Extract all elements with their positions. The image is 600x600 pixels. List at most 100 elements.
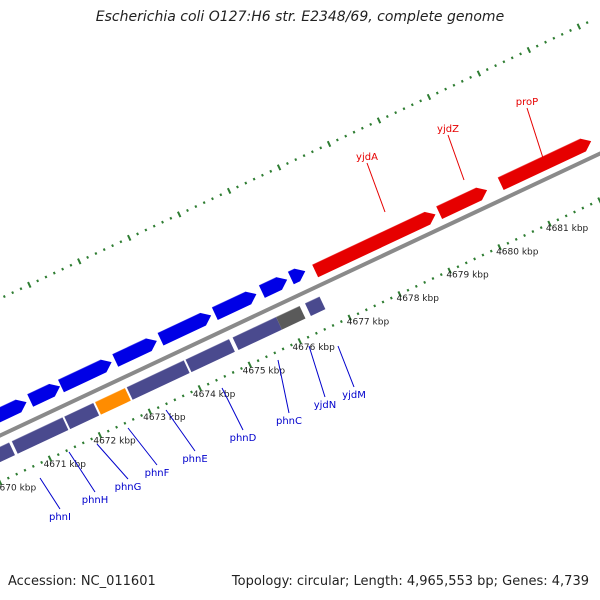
outer-ruler-tick — [444, 87, 448, 91]
label-leader-line — [366, 162, 386, 213]
inner-ruler-tick — [247, 361, 252, 368]
inner-ruler-tick — [147, 408, 153, 415]
ruler-label: 4671 kbp — [44, 460, 87, 470]
reverse-gene — [126, 360, 190, 400]
outer-ruler-tick — [144, 228, 148, 232]
forward-gene — [287, 268, 306, 285]
inner-ruler-tick — [389, 296, 393, 300]
inner-ruler-tick — [140, 413, 143, 417]
gene-label-phnf: phnF — [145, 468, 170, 479]
outer-ruler-tick — [127, 234, 132, 241]
outer-ruler-tick — [111, 244, 114, 248]
inner-ruler-tick — [190, 390, 193, 394]
inner-ruler-tick — [15, 472, 19, 476]
outer-ruler-tick — [419, 99, 423, 103]
inner-ruler-tick — [256, 359, 260, 363]
reverse-gene-highlight — [304, 296, 320, 304]
inner-ruler-tick — [223, 374, 227, 378]
red-gene — [312, 211, 436, 278]
inner-ruler-tick — [56, 453, 60, 457]
forward-gene-highlight — [287, 268, 295, 273]
label-leader-line — [337, 345, 355, 388]
inner-ruler-tick — [81, 441, 85, 445]
label-leader-line — [165, 409, 196, 452]
outer-ruler-tick — [244, 181, 248, 185]
outer-ruler-tick — [494, 64, 497, 68]
forward-gene-highlight — [26, 383, 50, 395]
inner-ruler-tick — [206, 382, 210, 386]
label-leader-line — [447, 134, 465, 181]
inner-ruler-tick — [65, 449, 69, 453]
gene-label-phnd: phnD — [230, 433, 257, 444]
outer-ruler-tick — [261, 173, 264, 177]
red-gene — [497, 138, 592, 191]
red-gene-highlight — [435, 187, 477, 207]
outer-ruler-tick — [94, 251, 98, 256]
inner-ruler-tick — [423, 280, 427, 284]
forward-gene — [258, 277, 288, 298]
inner-ruler-tick — [473, 257, 477, 261]
inner-ruler-tick — [414, 284, 418, 288]
gene-label-phng: phnG — [115, 482, 142, 493]
outer-ruler-tick — [344, 134, 348, 138]
outer-ruler-tick — [61, 267, 65, 271]
inner-ruler-tick — [381, 300, 385, 304]
gene-label-yjdz: yjdZ — [437, 124, 459, 135]
outer-ruler-tick — [526, 46, 532, 54]
inner-ruler-tick — [47, 455, 53, 462]
label-leader-line — [68, 451, 96, 493]
inner-ruler-tick — [115, 425, 118, 429]
gene-label-phnh: phnH — [82, 495, 109, 506]
inner-ruler-tick — [314, 331, 318, 335]
inner-ruler-tick — [215, 378, 218, 382]
inner-ruler-tick — [306, 335, 310, 339]
forward-gene — [57, 359, 112, 393]
outer-ruler-tick — [476, 70, 482, 77]
inner-ruler-tick — [523, 233, 526, 237]
backbone-line — [0, 151, 600, 438]
map-title: Escherichia coli O127:H6 str. E2348/69, … — [95, 9, 505, 25]
outer-ruler-tick — [576, 23, 582, 30]
outer-ruler-tick — [335, 138, 339, 142]
inner-ruler-tick — [131, 417, 135, 421]
outer-ruler-tick — [569, 28, 572, 32]
outer-ruler-tick — [86, 255, 90, 259]
red-gene-highlight — [311, 211, 425, 266]
outer-ruler-tick — [435, 91, 439, 95]
outer-ruler-tick — [36, 279, 40, 283]
label-leader-line — [127, 427, 158, 466]
reverse-gene-highlight — [11, 416, 63, 442]
inner-ruler-tick — [547, 220, 552, 227]
outer-ruler-tick — [294, 158, 298, 162]
outer-ruler-tick — [2, 295, 6, 299]
outer-ruler-tick — [186, 208, 189, 212]
outer-ruler-tick — [560, 32, 564, 36]
highlighted-gene — [94, 387, 131, 415]
outer-ruler-tick — [27, 281, 32, 288]
inner-ruler-tick — [564, 214, 568, 218]
reverse-gene-highlight — [232, 316, 277, 338]
forward-gene-highlight — [258, 276, 277, 286]
inner-ruler-tick — [397, 291, 402, 298]
inner-ruler-tick — [6, 476, 10, 480]
outer-ruler-tick — [510, 56, 514, 60]
inner-ruler-tick — [497, 244, 502, 251]
outer-ruler-tick — [152, 224, 156, 228]
red-gene-highlight — [497, 138, 581, 178]
inner-ruler-tick — [231, 370, 235, 374]
outer-ruler-tick — [69, 263, 73, 267]
inner-ruler-tick — [123, 421, 127, 425]
reverse-gene — [11, 417, 69, 454]
outer-ruler-tick — [519, 52, 522, 56]
label-leader-line — [308, 345, 326, 398]
inner-ruler-tick — [447, 267, 452, 274]
inner-ruler-tick — [273, 351, 277, 355]
gene-label-yjdn: yjdN — [314, 400, 337, 411]
gene-label-phne: phnE — [182, 454, 207, 465]
inner-ruler-tick — [589, 202, 593, 206]
outer-ruler-tick — [402, 107, 406, 111]
inner-ruler-tick — [40, 460, 44, 464]
inner-ruler-tick — [573, 210, 576, 214]
ruler-label: 4678 kbp — [397, 294, 440, 304]
inner-ruler-tick — [556, 218, 560, 222]
